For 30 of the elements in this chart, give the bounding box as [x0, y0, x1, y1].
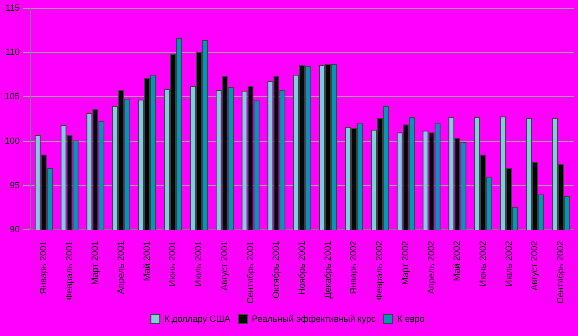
x-tick-label: Май 2002 [452, 241, 462, 282]
x-tick-label: Август 2001 [219, 241, 230, 291]
y-tick-label: 95 [10, 180, 20, 190]
legend-label: К доллару США [164, 314, 231, 324]
y-tick-label: 105 [4, 92, 20, 102]
x-tick-label: Май 2001 [142, 241, 152, 282]
x-tick-label: Январь 2001 [38, 241, 48, 295]
x-tick-label: Июль 2001 [194, 241, 204, 287]
y-tick-label: 110 [6, 47, 20, 58]
x-tick-label: Декабрь 2001 [322, 241, 333, 299]
x-tick-label: Август 2002 [530, 241, 540, 291]
x-tick-label: Февраль 2001 [64, 241, 74, 300]
x-tick-label: Апрель 2002 [426, 241, 436, 294]
x-tick-label: Февраль 2002 [374, 241, 385, 300]
x-tick-label: Июль 2002 [504, 241, 514, 287]
legend-label: К евро [397, 314, 425, 324]
x-tick-label: Январь 2002 [348, 241, 359, 295]
x-tick-label: Март 2002 [400, 241, 410, 286]
y-tick-label: 100 [4, 136, 20, 146]
x-tick-label: Март 2001 [90, 241, 100, 286]
x-tick-label: Сентябрь 2001 [245, 241, 256, 304]
legend-label: Реальный эффективный курс [252, 314, 376, 324]
x-tick-label: Апрель 2001 [116, 241, 126, 294]
x-tick-label: Июнь 2002 [478, 241, 488, 287]
y-tick-label: 90 [10, 224, 20, 235]
x-tick-label: Сентябрь 2002 [556, 241, 566, 304]
x-tick-label: Октябрь 2001 [271, 241, 282, 299]
x-tick-label: Июнь 2001 [168, 241, 178, 287]
y-tick-label: 115 [6, 2, 20, 13]
x-tick-label: Ноябрь 2001 [296, 241, 307, 295]
